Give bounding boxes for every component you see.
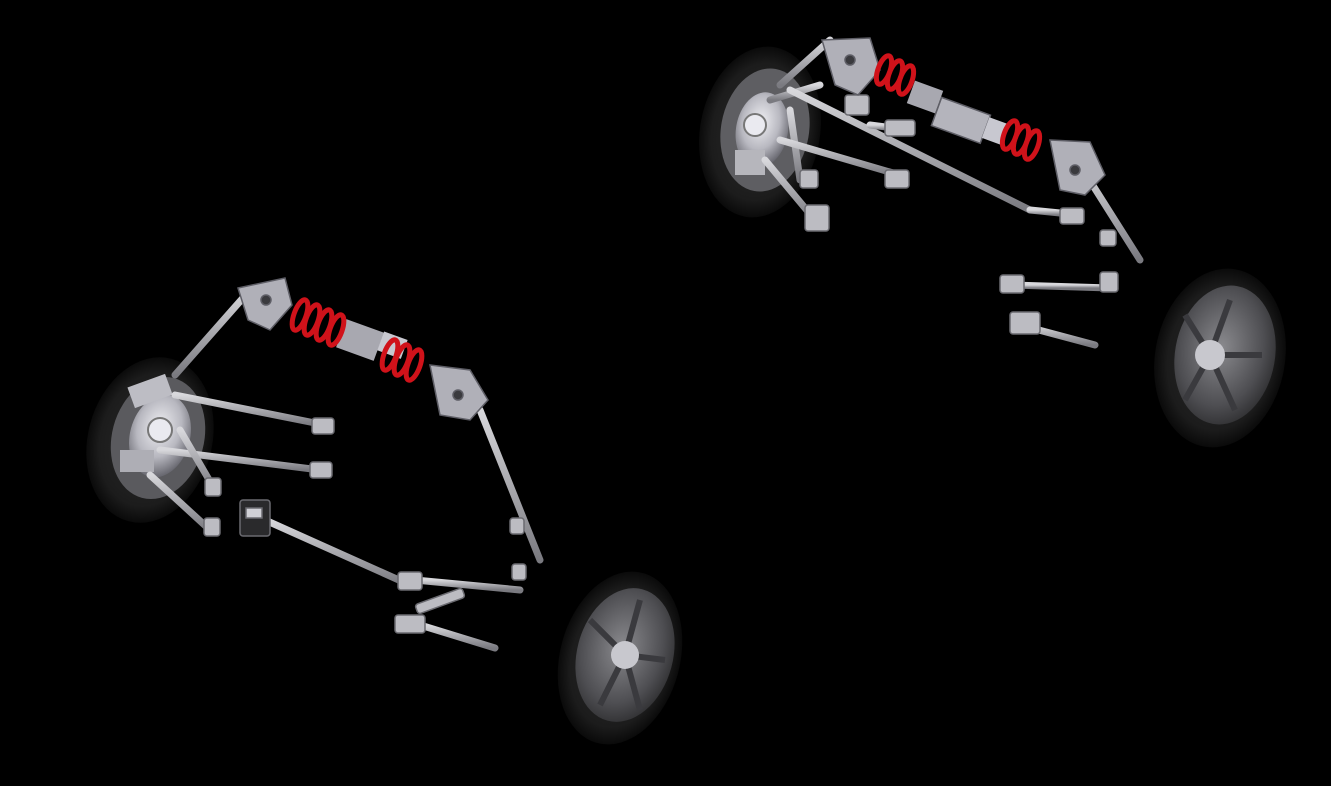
upper-clevis-brackets xyxy=(799,94,1119,335)
left-wheel xyxy=(86,357,214,523)
left-coilover xyxy=(289,297,425,383)
left-clevis-brackets xyxy=(203,417,527,634)
front-suspension-assembly xyxy=(86,277,683,745)
left-linkage-rods xyxy=(146,286,544,652)
left-top-mount xyxy=(237,277,489,421)
upper-right-wheel xyxy=(1154,268,1286,448)
upper-left-wheel xyxy=(699,46,821,218)
rear-suspension-assembly xyxy=(699,36,1286,448)
upper-coilover xyxy=(873,53,1043,162)
right-wheel xyxy=(557,571,683,745)
upper-top-mount xyxy=(821,37,1106,196)
